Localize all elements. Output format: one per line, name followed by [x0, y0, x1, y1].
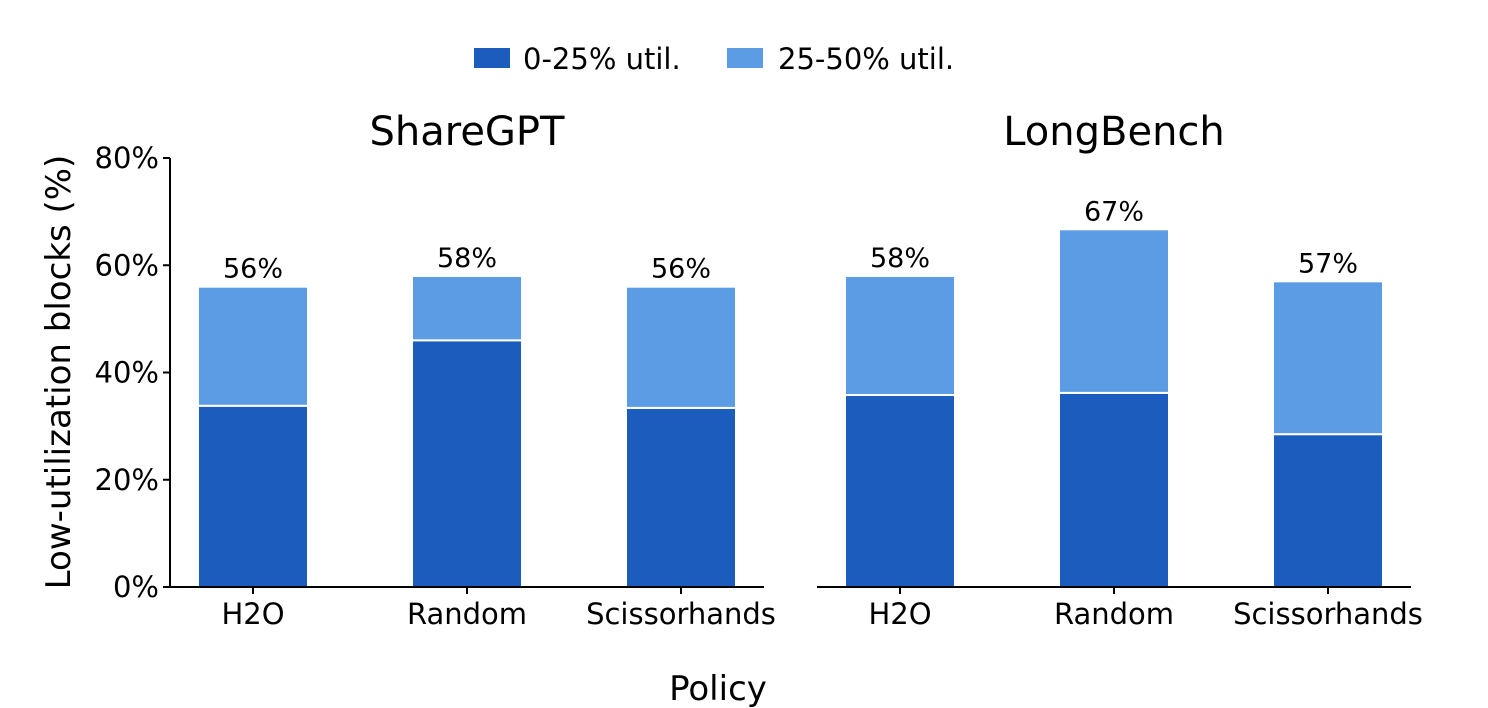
bar-sharegpt-scissorhands-segment-1 — [625, 285, 737, 409]
bar-sharegpt-random-segment-1 — [411, 274, 523, 342]
legend-swatch-0-25 — [474, 48, 510, 68]
y-tick-label-1: 20% — [95, 463, 159, 497]
panel-title-sharegpt: ShareGPT — [370, 109, 566, 155]
y-tick-label-3: 60% — [95, 248, 159, 282]
panel-sharegpt: ShareGPT 56% H2O 58% Random 56% Scissorhands 0%… — [95, 109, 776, 631]
y-tick-label-0: 0% — [113, 570, 159, 604]
legend-swatch-25-50 — [727, 48, 763, 68]
total-label-sharegpt-h2o: 56% — [223, 254, 283, 285]
panel-longbench: LongBench 58% H2O 67% Random 57% Scissorhands — [817, 109, 1423, 631]
total-label-sharegpt-scissorhands: 56% — [651, 254, 711, 285]
x-tick-label-longbench-h2o: H2O — [868, 597, 931, 631]
bar-longbench-scissorhands-segment-0 — [1272, 433, 1384, 589]
bar-longbench-h2o-segment-0 — [844, 394, 956, 588]
x-tick-label-sharegpt-random: Random — [407, 597, 527, 631]
y-axis-title: Low-utilization blocks (%) — [39, 155, 79, 590]
x-axis-title: Policy — [669, 669, 767, 708]
x-tick-label-longbench-scissorhands: Scissorhands — [1233, 597, 1423, 631]
bar-longbench-h2o-segment-1 — [844, 274, 956, 397]
legend-label-0-25: 0-25% util. — [523, 42, 681, 76]
bar-sharegpt-scissorhands-segment-0 — [625, 406, 737, 588]
x-tick-label-longbench-random: Random — [1054, 597, 1174, 631]
bar-sharegpt-random-segment-0 — [411, 339, 523, 589]
bar-sharegpt-h2o-segment-1 — [197, 285, 309, 407]
bar-longbench-scissorhands-segment-1 — [1272, 280, 1384, 436]
panel-title-longbench: LongBench — [1003, 109, 1225, 155]
x-tick-label-sharegpt-scissorhands: Scissorhands — [586, 597, 776, 631]
legend-label-25-50: 25-50% util. — [778, 42, 954, 76]
total-label-longbench-random: 67% — [1084, 196, 1144, 227]
total-label-longbench-scissorhands: 57% — [1298, 248, 1358, 279]
x-tick-label-sharegpt-h2o: H2O — [221, 597, 284, 631]
bar-sharegpt-h2o-segment-0 — [197, 404, 309, 588]
bar-longbench-random-segment-1 — [1058, 228, 1170, 394]
total-label-sharegpt-random: 58% — [437, 243, 497, 274]
y-tick-label-4: 80% — [95, 141, 159, 175]
total-label-longbench-h2o: 58% — [870, 243, 930, 274]
legend: 0-25% util. 25-50% util. — [474, 42, 954, 76]
bar-longbench-random-segment-0 — [1058, 391, 1170, 588]
y-tick-label-2: 40% — [95, 356, 159, 390]
